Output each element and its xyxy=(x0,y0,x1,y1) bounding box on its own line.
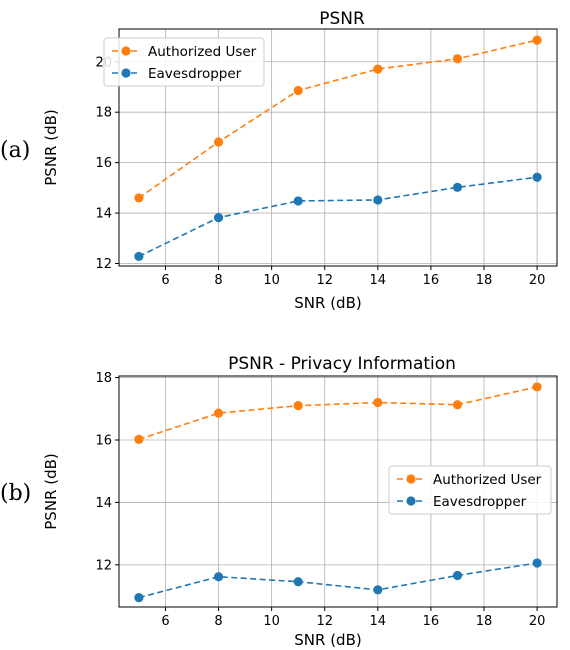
data-point-authorized-user xyxy=(134,434,144,444)
x-tick-label: 18 xyxy=(476,614,493,629)
legend-label-authorized-user: Authorized User xyxy=(433,472,542,488)
x-tick-label: 16 xyxy=(423,273,440,288)
data-point-eavesdropper xyxy=(293,577,303,587)
series-line-eavesdropper xyxy=(138,176,538,258)
legend-label-eavesdropper: Eavesdropper xyxy=(148,66,242,82)
plot-frame xyxy=(118,375,558,608)
plot-frame xyxy=(118,28,558,267)
x-tick-label: 16 xyxy=(423,614,440,629)
x-axis-label: SNR (dB) xyxy=(294,631,361,649)
y-axis-label: PSNR (dB) xyxy=(42,453,60,530)
y-tick-label: 18 xyxy=(95,371,112,386)
y-tick-label: 14 xyxy=(95,496,112,511)
legend-marker xyxy=(121,46,131,56)
x-tick-label: 8 xyxy=(214,273,222,288)
x-tick-label: 6 xyxy=(161,273,169,288)
legend-marker xyxy=(121,68,131,78)
data-point-eavesdropper xyxy=(373,585,383,595)
data-point-authorized-user xyxy=(134,193,144,203)
y-tick-label: 16 xyxy=(95,156,112,171)
x-tick-label: 12 xyxy=(316,614,333,629)
chart-title: PSNR - Privacy Information xyxy=(228,354,456,374)
chart-title: PSNR xyxy=(319,9,365,29)
data-point-eavesdropper xyxy=(134,593,144,603)
legend-label-authorized-user: Authorized User xyxy=(148,44,257,60)
x-tick-label: 6 xyxy=(161,614,169,629)
x-tick-label: 12 xyxy=(316,273,333,288)
legend: Authorized User Eavesdropper xyxy=(103,37,265,87)
series-line-authorized-user xyxy=(138,386,538,441)
x-tick-label: 10 xyxy=(263,614,280,629)
data-point-eavesdropper xyxy=(213,212,224,223)
data-point-authorized-user xyxy=(373,397,383,408)
y-axis-label: PSNR (dB) xyxy=(42,109,60,186)
data-point-authorized-user xyxy=(293,401,303,411)
data-point-eavesdropper xyxy=(452,182,463,192)
chart-panel-a: 681012141618201214161820PSNRSNR (dB)PSNR… xyxy=(0,9,558,312)
legend-label-eavesdropper: Eavesdropper xyxy=(433,494,527,510)
x-axis-label: SNR (dB) xyxy=(294,294,361,312)
y-tick-label: 14 xyxy=(95,207,112,222)
data-point-authorized-user xyxy=(213,408,224,418)
data-point-authorized-user xyxy=(532,382,542,392)
y-tick-label: 12 xyxy=(95,257,112,272)
series-line-eavesdropper xyxy=(138,562,538,599)
legend-box xyxy=(388,465,552,515)
data-point-authorized-user xyxy=(532,35,542,45)
data-point-eavesdropper xyxy=(532,558,542,568)
chart-panel-b: 6 8 10 12 14 16 18 20 12 14 16 18 PSNR - Privacy Inf… xyxy=(0,354,558,649)
panel-label: (b) xyxy=(0,481,31,506)
panel-label: (a) xyxy=(0,138,30,163)
data-point-authorized-user xyxy=(452,54,463,64)
series-line-authorized-user xyxy=(138,39,538,199)
data-point-eavesdropper xyxy=(213,572,224,582)
data-point-eavesdropper xyxy=(532,172,542,182)
x-tick-label: 8 xyxy=(214,614,222,629)
x-tick-label: 14 xyxy=(370,614,387,629)
legend-marker xyxy=(406,474,416,484)
data-point-authorized-user xyxy=(373,64,383,74)
data-point-authorized-user xyxy=(213,137,224,147)
data-point-eavesdropper xyxy=(293,196,303,206)
x-tick-label: 14 xyxy=(370,273,387,288)
data-point-authorized-user xyxy=(293,85,303,96)
data-point-authorized-user xyxy=(452,400,463,410)
legend-box xyxy=(103,37,265,87)
x-tick-label: 18 xyxy=(476,273,493,288)
legend: Authorized User Eavesdropper xyxy=(388,465,552,515)
y-tick-label: 16 xyxy=(95,433,112,448)
x-tick-label: 20 xyxy=(529,273,546,288)
x-tick-label: 20 xyxy=(529,614,546,629)
data-point-eavesdropper xyxy=(373,195,383,205)
data-point-eavesdropper xyxy=(134,251,144,262)
x-tick-label: 10 xyxy=(263,273,280,288)
data-point-eavesdropper xyxy=(452,570,463,581)
y-tick-label: 18 xyxy=(95,106,112,121)
y-tick-label: 12 xyxy=(95,558,112,573)
legend-marker xyxy=(406,496,416,506)
